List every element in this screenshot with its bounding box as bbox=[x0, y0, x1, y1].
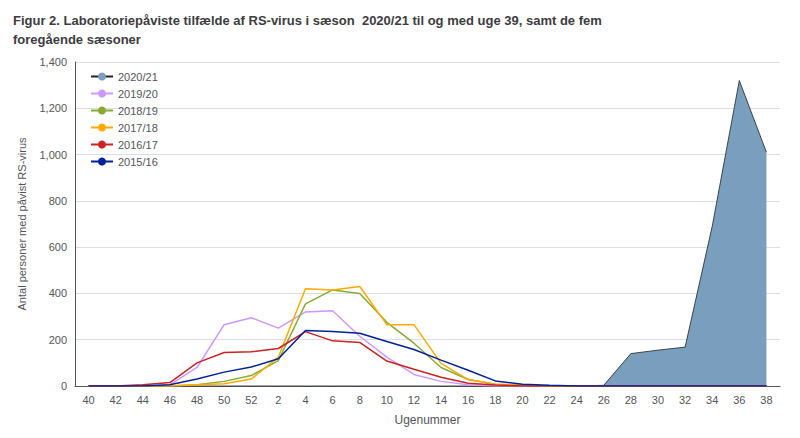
svg-text:24: 24 bbox=[571, 394, 583, 406]
svg-text:52: 52 bbox=[245, 394, 257, 406]
svg-text:400: 400 bbox=[49, 287, 67, 299]
svg-text:34: 34 bbox=[706, 394, 718, 406]
svg-text:40: 40 bbox=[82, 394, 94, 406]
svg-text:200: 200 bbox=[49, 334, 67, 346]
svg-text:1,000: 1,000 bbox=[39, 149, 67, 161]
svg-text:0: 0 bbox=[61, 380, 67, 392]
svg-text:46: 46 bbox=[164, 394, 176, 406]
svg-text:2019/20: 2019/20 bbox=[118, 88, 158, 100]
svg-text:22: 22 bbox=[543, 394, 555, 406]
svg-text:44: 44 bbox=[137, 394, 149, 406]
svg-text:foregående sæsoner: foregående sæsoner bbox=[13, 32, 141, 47]
svg-text:1,200: 1,200 bbox=[39, 102, 67, 114]
svg-text:600: 600 bbox=[49, 241, 67, 253]
svg-text:10: 10 bbox=[381, 394, 393, 406]
svg-text:38: 38 bbox=[760, 394, 772, 406]
svg-text:26: 26 bbox=[598, 394, 610, 406]
svg-text:28: 28 bbox=[625, 394, 637, 406]
svg-text:20: 20 bbox=[516, 394, 528, 406]
svg-text:30: 30 bbox=[652, 394, 664, 406]
svg-text:14: 14 bbox=[435, 394, 447, 406]
svg-text:2017/18: 2017/18 bbox=[118, 122, 158, 134]
svg-text:18: 18 bbox=[489, 394, 501, 406]
svg-text:Figur 2. Laboratoriepåviste ti: Figur 2. Laboratoriepåviste tilfælde af … bbox=[13, 13, 602, 28]
svg-text:42: 42 bbox=[110, 394, 122, 406]
svg-text:2015/16: 2015/16 bbox=[118, 156, 158, 168]
svg-text:6: 6 bbox=[330, 394, 336, 406]
svg-text:36: 36 bbox=[733, 394, 745, 406]
svg-text:2: 2 bbox=[275, 394, 281, 406]
svg-text:2018/19: 2018/19 bbox=[118, 105, 158, 117]
svg-text:Ugenummer: Ugenummer bbox=[394, 413, 460, 427]
svg-text:Antal personer med påvist RS-v: Antal personer med påvist RS-virus bbox=[16, 137, 28, 311]
svg-text:1,400: 1,400 bbox=[39, 56, 67, 68]
svg-text:16: 16 bbox=[462, 394, 474, 406]
svg-text:12: 12 bbox=[408, 394, 420, 406]
svg-text:50: 50 bbox=[218, 394, 230, 406]
svg-text:2020/21: 2020/21 bbox=[118, 71, 158, 83]
svg-text:4: 4 bbox=[302, 394, 308, 406]
svg-text:32: 32 bbox=[679, 394, 691, 406]
svg-text:8: 8 bbox=[357, 394, 363, 406]
svg-text:800: 800 bbox=[49, 195, 67, 207]
svg-text:48: 48 bbox=[191, 394, 203, 406]
svg-text:2016/17: 2016/17 bbox=[118, 139, 158, 151]
